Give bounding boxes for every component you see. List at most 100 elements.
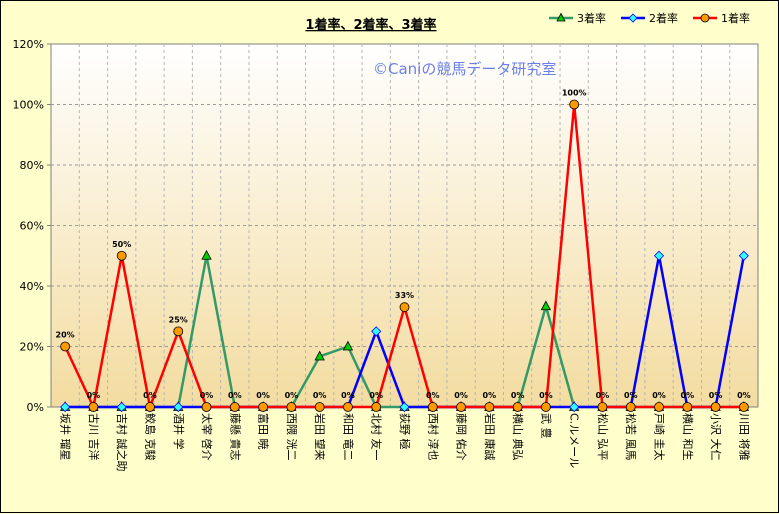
data-label: 0%	[652, 391, 666, 400]
x-tick-label: 戸崎 圭太	[653, 413, 667, 461]
data-label: 0%	[709, 391, 723, 400]
data-point	[201, 402, 212, 412]
grid-lines	[51, 44, 758, 407]
data-point	[399, 401, 410, 413]
data-point	[653, 250, 665, 261]
legend-label: 3着率	[577, 11, 606, 25]
data-label: 0%	[256, 391, 270, 400]
x-axis-ticks: 坂井 瑠星 古川 吉洋 吉村 誠之助 鮫島 克駿 酒井 学太宰 啓介 藤懸 貴志 富田 暁西…	[59, 413, 752, 472]
x-tick-label: 古川 吉洋	[87, 413, 101, 461]
x-tick-label: 西隈 洸二	[285, 413, 299, 461]
data-point	[286, 402, 297, 412]
data-label: 0%	[737, 391, 751, 400]
x-tick-label: 横山 和生	[681, 413, 695, 461]
x-tick-label: 和田 竜二	[341, 413, 355, 461]
data-point	[456, 402, 466, 412]
data-point	[710, 402, 721, 412]
x-tick-label: 酒井 学	[172, 413, 186, 450]
watermark: ©Caniの競馬データ研究室	[373, 60, 556, 78]
x-tick-label: 吉村 誠之助	[115, 413, 129, 472]
x-tick-label: 藤岡 佑介	[455, 413, 469, 461]
data-label: 0%	[539, 391, 553, 400]
data-point	[116, 401, 127, 413]
y-tick-label: 0%	[27, 401, 44, 414]
data-point	[343, 402, 353, 412]
data-point	[654, 402, 664, 412]
data-label: 0%	[624, 391, 638, 400]
data-label: 0%	[285, 391, 299, 400]
data-point	[427, 402, 438, 412]
x-tick-label: 藤懸 貴志	[228, 413, 242, 461]
data-point	[258, 402, 269, 412]
data-point	[342, 340, 354, 351]
data-point	[399, 302, 410, 313]
x-tick-label: C.ルメール	[568, 413, 581, 468]
y-axis-ticks: 0% 20% 40% 60% 80% 100% 120%	[13, 38, 51, 414]
x-tick-label: 鮫島 克駿	[143, 413, 157, 461]
x-tick-label: 西村 淳也	[426, 413, 440, 461]
data-label: 33%	[395, 291, 414, 300]
data-point	[229, 402, 240, 412]
legend-marker	[700, 13, 710, 23]
x-tick-label: 松山 弘平	[596, 413, 610, 461]
legend-label: 2着率	[649, 11, 678, 25]
data-label: 0%	[228, 391, 242, 400]
x-tick-label: 太宰 啓介	[200, 413, 214, 461]
data-point	[540, 300, 552, 311]
data-label: 0%	[313, 391, 327, 400]
data-label: 100%	[562, 89, 587, 98]
y-tick-label: 20%	[20, 341, 44, 354]
data-point	[145, 402, 155, 412]
chart-title: 1着率、2着率、3着率	[305, 17, 436, 33]
data-point	[484, 402, 495, 412]
x-tick-label: 武 豊	[539, 413, 552, 439]
x-tick-label: 坂井 瑠星	[59, 413, 73, 461]
series-lines	[59, 99, 750, 413]
x-tick-label: 横山 典弘	[511, 413, 525, 461]
data-point	[314, 350, 325, 361]
data-point	[569, 401, 580, 413]
data-point	[314, 402, 325, 412]
data-label: 0%	[454, 391, 468, 400]
data-point	[88, 402, 99, 412]
data-label: 0%	[511, 391, 525, 400]
x-tick-label: 松若 風馬	[624, 413, 638, 461]
y-tick-label: 120%	[13, 38, 44, 51]
data-label: 0%	[200, 391, 214, 400]
data-label: 25%	[169, 315, 188, 324]
data-point	[597, 402, 608, 412]
data-label: 20%	[56, 331, 75, 340]
data-label: 0%	[369, 391, 383, 400]
y-tick-label: 80%	[20, 159, 44, 172]
data-label: 50%	[112, 240, 131, 249]
x-tick-label: 北村 友一	[370, 413, 384, 461]
legend-label: 1着率	[721, 11, 750, 25]
x-tick-label: 川田 将雅	[737, 413, 751, 461]
data-point	[682, 402, 693, 412]
x-tick-label: 荻野 極	[398, 413, 412, 450]
data-point	[569, 99, 580, 110]
data-label: 0%	[426, 391, 440, 400]
x-tick-label: 岩田 望来	[313, 413, 327, 461]
data-point	[173, 401, 184, 413]
data-point	[60, 401, 71, 413]
data-point	[625, 402, 636, 412]
x-tick-label: 岩田 康誠	[483, 413, 497, 460]
y-tick-label: 100%	[13, 99, 44, 112]
data-point	[60, 341, 71, 352]
data-labels: 20% 0% 50% 0% 25% 0% 0% 0% 0% 0% 0% 0% 33% 0% 0% 0% 0% 0%…	[56, 89, 751, 401]
data-label: 0%	[596, 391, 610, 400]
data-point	[512, 402, 523, 412]
x-tick-label: 富田 暁	[257, 413, 271, 450]
data-point	[371, 326, 382, 337]
data-point	[173, 326, 184, 337]
data-label: 0%	[87, 391, 101, 400]
legend: 3着率 2着率 1着率	[549, 11, 750, 25]
data-point	[201, 249, 212, 260]
data-point	[738, 250, 749, 261]
data-label: 0%	[483, 391, 497, 400]
legend-marker	[556, 12, 566, 22]
data-point	[541, 402, 551, 412]
